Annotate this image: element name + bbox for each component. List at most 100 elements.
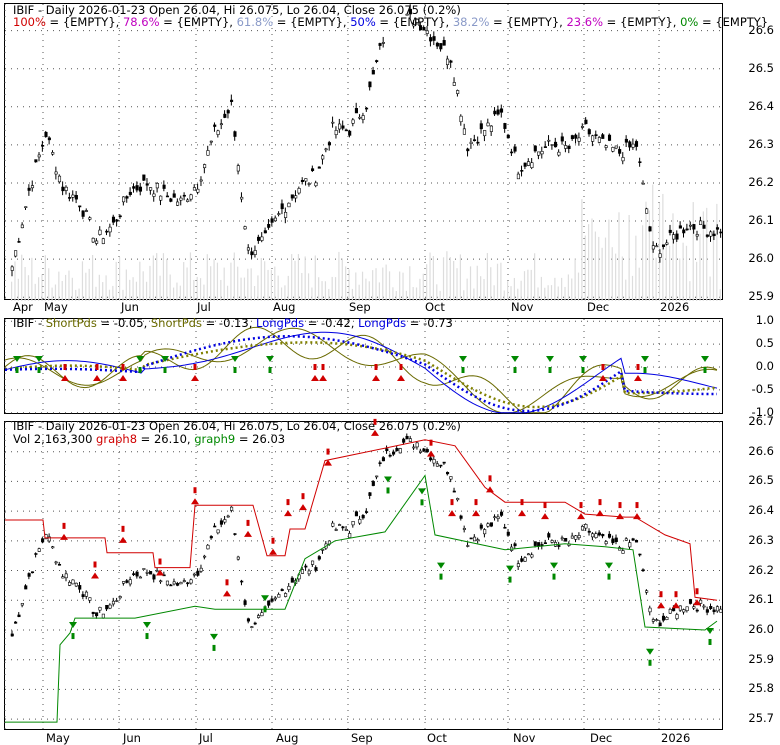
price-candle-body — [452, 82, 456, 86]
price-candle-body — [267, 223, 271, 228]
volume-bar — [675, 239, 677, 301]
price-candle-body — [51, 152, 55, 155]
price-x-tick: Dec — [587, 300, 610, 314]
volume-bar — [500, 262, 502, 301]
volume-bar — [139, 261, 141, 301]
signal-candle-body — [334, 529, 338, 531]
price-candle-body — [719, 231, 723, 234]
volume-bar — [392, 287, 394, 301]
volume-bar — [280, 287, 283, 301]
price-candle-body — [108, 226, 112, 233]
signal-sell-arrow-head — [191, 498, 199, 505]
longpds-dotted-line — [4, 335, 717, 413]
volume-bar — [446, 251, 448, 301]
signal-buy-arrow-head — [384, 476, 392, 483]
price-candle-body — [41, 144, 45, 147]
signal-candle-body — [435, 463, 439, 467]
volume-bar — [240, 277, 242, 301]
signal-buy-arrow-head — [706, 627, 714, 634]
sell-arrow-shaft — [601, 364, 605, 370]
sell-arrow-head — [61, 375, 69, 381]
price-candle-body — [368, 81, 372, 88]
volume-bar — [284, 285, 286, 301]
price-candle-body — [263, 230, 267, 234]
volume-bar — [405, 290, 408, 301]
price-panel: IBIF - Daily 2026-01-23 Open 26.04, Hi 2… — [4, 3, 768, 301]
signal-candle-body — [634, 539, 639, 543]
volume-bar — [324, 281, 327, 301]
signal-sell-arrow-head — [244, 530, 252, 537]
volume-bar — [540, 276, 542, 301]
signal-buy-arrow-shaft — [212, 644, 216, 651]
price-candle-body — [17, 241, 21, 243]
price-candle-body — [520, 170, 524, 172]
sell-arrow-head — [93, 375, 101, 381]
price-candle-body — [145, 183, 149, 186]
volume-bar — [159, 275, 161, 301]
signal-sell-arrow-head — [60, 533, 68, 540]
signal-candle-body — [51, 546, 55, 549]
signal-candle-body — [429, 457, 433, 461]
signal-candle-body — [483, 529, 487, 535]
volume-bar — [591, 218, 593, 301]
signal-candle-body — [661, 615, 666, 621]
volume-bar — [432, 256, 435, 301]
volume-bar — [621, 256, 623, 301]
signal-sell-arrow-shaft — [225, 579, 229, 586]
price-candle-body — [564, 145, 568, 149]
volume-bar — [655, 257, 657, 301]
volume-bar — [314, 255, 316, 301]
price-candle-body — [483, 130, 487, 137]
volume-bar — [297, 254, 300, 301]
signal-y-tick: 26.0 — [748, 621, 774, 636]
signal-candle-body — [236, 556, 240, 560]
signal-candle-body — [641, 569, 645, 572]
price-candle-body — [344, 129, 348, 132]
volume-bar — [645, 201, 647, 301]
buy-arrow-shaft — [268, 367, 272, 373]
price-x-tick: Aug — [273, 300, 296, 314]
price-candle-body — [510, 151, 514, 154]
signal-candle-body — [280, 589, 284, 592]
signal-y-tick: 26.4 — [748, 503, 774, 518]
buy-arrow-shaft — [233, 367, 237, 373]
signal-candle-body — [668, 608, 672, 614]
signal-sell-arrow-shaft — [193, 487, 197, 494]
volume-bar — [689, 281, 691, 301]
signal-candle-body — [314, 567, 318, 571]
signal-sell-arrow-head — [693, 599, 701, 606]
volume-bar — [419, 278, 421, 301]
volume-bar — [233, 252, 235, 301]
signal-y-tick: 26.7 — [748, 414, 774, 428]
volume-bar — [223, 267, 225, 301]
signal-candle-body — [425, 449, 429, 453]
signal-buy-arrow-head — [210, 633, 218, 640]
price-candle-body — [30, 185, 35, 189]
price-candle-body — [439, 43, 443, 50]
signal-candle-body — [176, 583, 180, 586]
volume-bar — [429, 252, 431, 301]
price-x-tick: 2026 — [660, 300, 690, 314]
signal-candle-body — [240, 580, 244, 583]
signal-candle-body — [34, 553, 38, 555]
sell-arrow-shaft — [95, 364, 99, 370]
volume-bar — [166, 258, 168, 301]
volume-bar — [345, 266, 347, 301]
signal-candle-body — [388, 454, 392, 457]
price-candle-body — [34, 159, 38, 163]
signal-candle-body — [577, 535, 581, 539]
price-x-tick: Apr — [13, 300, 33, 314]
signal-candle-body — [445, 472, 450, 475]
price-candle-body — [587, 129, 591, 135]
price-candle-body — [78, 205, 82, 208]
signal-sell-arrow-head — [156, 569, 164, 576]
signal-candle-body — [125, 580, 129, 583]
signal-candle-body — [705, 609, 709, 613]
volume-bar — [669, 245, 671, 301]
volume-bar — [260, 257, 262, 301]
volume-bar — [604, 237, 607, 301]
price-candle-body — [152, 193, 156, 197]
fib-236: 23.6% = {EMPTY}, — [566, 15, 681, 29]
buy-arrow-shaft — [461, 367, 465, 373]
signal-candle-body — [530, 554, 534, 558]
